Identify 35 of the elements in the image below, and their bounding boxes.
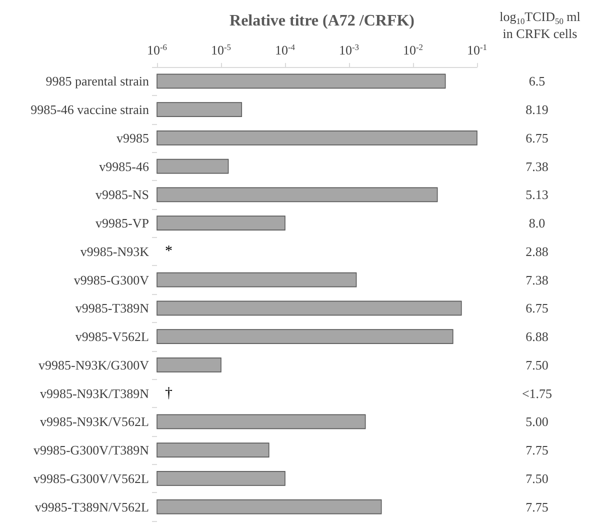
y-tick-label: v9985-N93K/G300V (38, 357, 150, 372)
y-tick-label: v9985-N93K/V562L (40, 414, 150, 430)
text: 7.38 (526, 158, 548, 174)
y-tick-label: v9985-T389N (75, 300, 150, 316)
y-tick-label: v9985-N93K (80, 244, 150, 259)
text: 7.75 (526, 499, 548, 514)
y-tick-label: 9985-46 vaccine strain (30, 102, 150, 118)
y-tick-label: v9985-N93K/T389N (40, 386, 150, 401)
y-tick-label: v9985-T389N/V562L (34, 499, 150, 514)
y-tick-label: v9985-G300V (74, 272, 150, 288)
y-tick-label: v9985 (116, 130, 149, 146)
text: <1.75 (522, 386, 552, 401)
text: 7.50 (526, 357, 548, 372)
text: 7.50 (526, 470, 548, 486)
y-tick-label: 9985 parental strain (46, 74, 150, 89)
text: 6.5 (528, 74, 546, 89)
y-tick-label: v9985-G300V/T389N (33, 442, 150, 458)
text: 8.19 (526, 102, 548, 118)
y-tick-label: v9985-VP (96, 216, 149, 231)
text: 6.75 (526, 130, 548, 146)
annotation: † (165, 385, 173, 402)
text: 6.88 (526, 329, 548, 344)
y-tick-label: v9985-46 (99, 158, 150, 174)
y-tick-label: v9985-V562L (75, 329, 150, 344)
text: 8.0 (528, 216, 546, 231)
text: 5.13 (526, 187, 548, 202)
y-tick-label: v9985-G300V/V562L (33, 470, 150, 486)
text: 6.75 (526, 300, 548, 316)
text: 5.00 (526, 414, 548, 430)
y-tick-label: v9985-NS (96, 187, 149, 202)
text: 7.38 (526, 272, 548, 288)
chart-title: Relative titre (A72 /CRFK) (230, 12, 414, 30)
text: 7.75 (526, 442, 548, 458)
text: 2.88 (526, 244, 548, 259)
annotation: * (165, 243, 172, 260)
